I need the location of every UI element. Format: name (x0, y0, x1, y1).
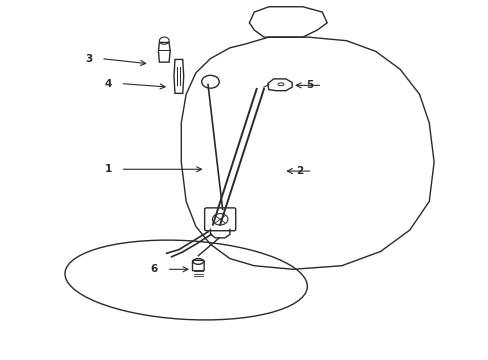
Text: 3: 3 (85, 54, 92, 64)
Text: 1: 1 (104, 164, 112, 174)
Text: 6: 6 (150, 264, 158, 274)
Text: 4: 4 (104, 78, 112, 89)
Text: 5: 5 (305, 80, 313, 90)
Text: 2: 2 (296, 166, 303, 176)
